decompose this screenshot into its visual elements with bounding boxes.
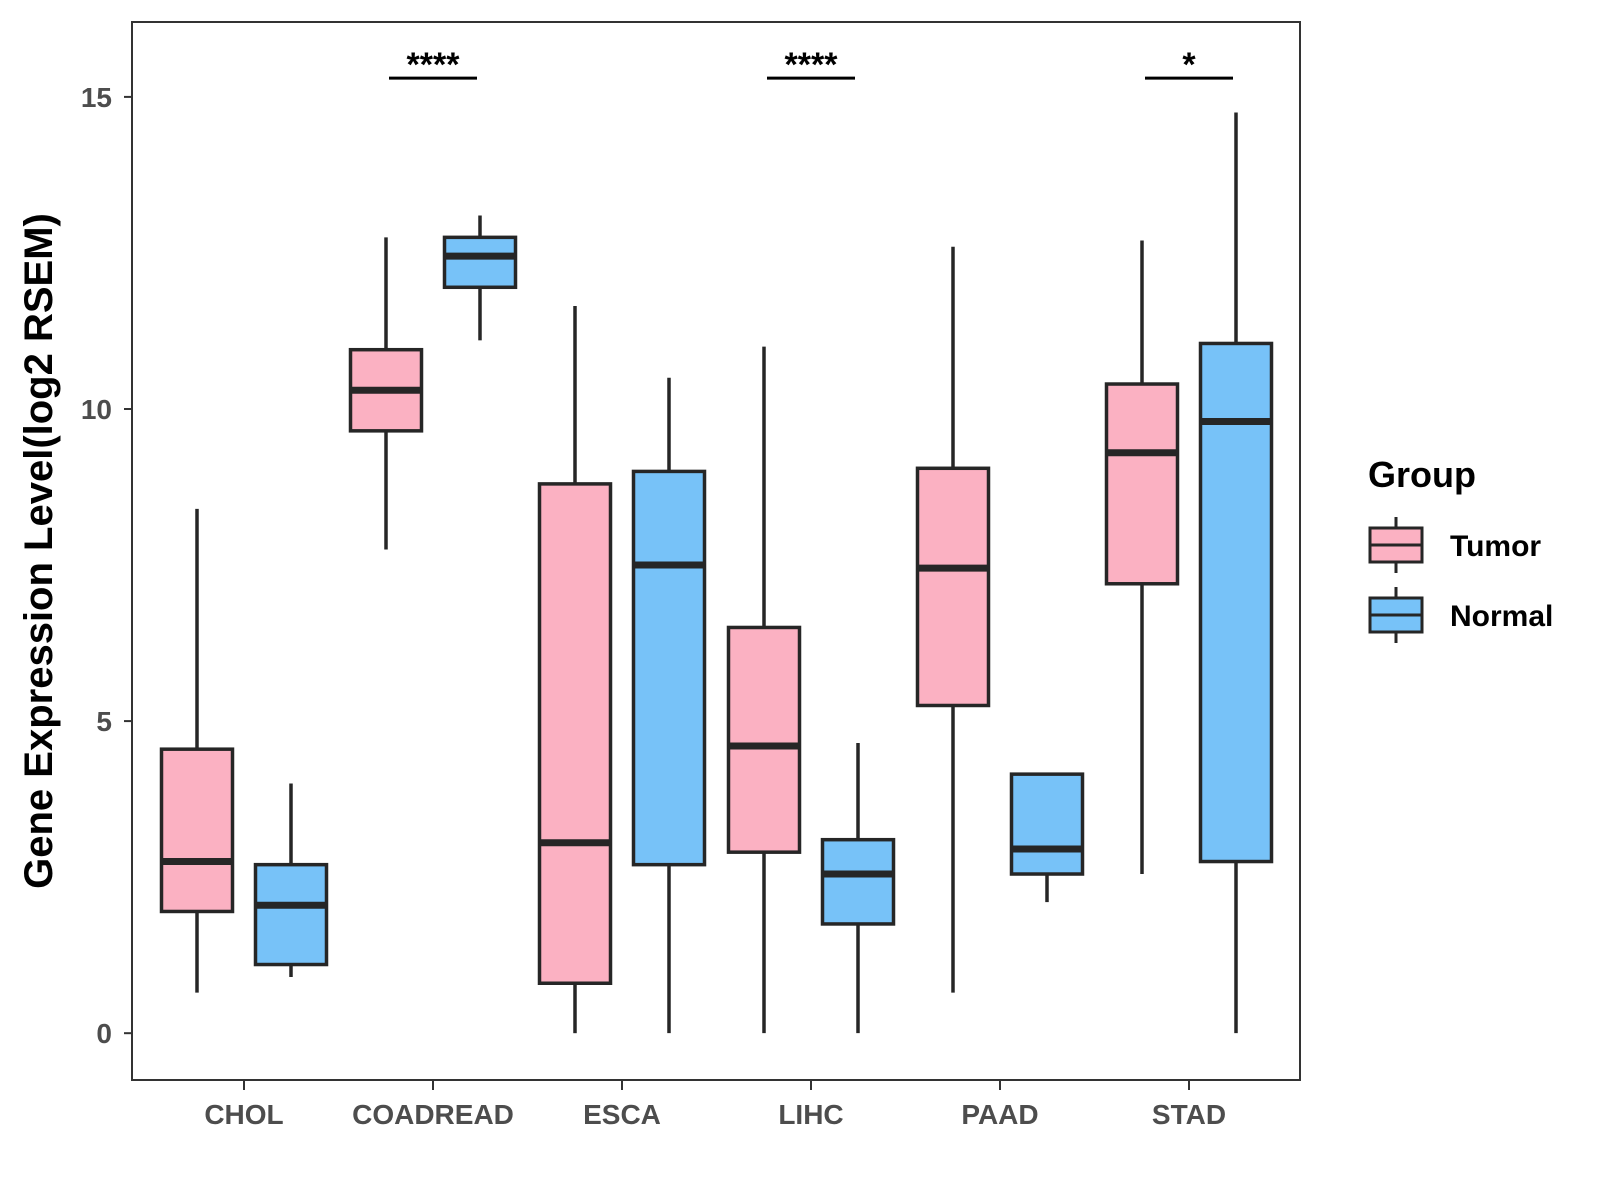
box-body-tumor-paad	[915, 466, 991, 708]
chart-marks: **** **** *	[159, 46, 1274, 1034]
x-tick-label-lihc: LIHC	[778, 1099, 843, 1130]
box-body-tumor-chol	[159, 747, 235, 914]
x-tick-label-esca: ESCA	[583, 1099, 661, 1130]
box-body-normal-stad	[1198, 341, 1274, 864]
x-tick-label-stad: STAD	[1152, 1099, 1226, 1130]
chart-axes: 0 5 10 15 CHOL COADREAD ESCA LIHC PAAD STAD	[81, 82, 1226, 1130]
box-body-normal-esca	[631, 469, 707, 867]
legend-label-normal: Normal	[1450, 600, 1553, 633]
y-tick-label-15: 15	[81, 82, 112, 113]
y-tick-label-0: 0	[96, 1018, 112, 1049]
significance-label-lihc: ****	[785, 46, 839, 84]
significance-label-coadread: ****	[407, 46, 461, 84]
box-body-tumor-stad	[1104, 382, 1180, 586]
box-normal-lihc	[820, 742, 896, 1034]
y-axis-title: Gene Expression Level(log2 RSEM)	[17, 213, 61, 889]
box-normal-paad	[1009, 772, 1085, 903]
box-body-tumor-esca	[537, 482, 613, 986]
legend: Group Tumor Normal	[1368, 454, 1553, 643]
x-tick-label-chol: CHOL	[204, 1099, 283, 1130]
box-body-normal-paad	[1009, 772, 1085, 876]
box-body-normal-chol	[253, 862, 329, 967]
box-tumor-lihc	[726, 346, 802, 1034]
legend-label-tumor: Tumor	[1450, 530, 1541, 563]
legend-title: Group	[1368, 454, 1476, 495]
box-normal-chol	[253, 783, 329, 978]
box-tumor-coadread	[348, 237, 424, 550]
legend-item-normal: Normal	[1368, 587, 1553, 643]
box-tumor-paad	[915, 246, 991, 993]
box-tumor-stad	[1104, 240, 1180, 875]
box-normal-coadread	[442, 215, 518, 341]
box-body-tumor-lihc	[726, 625, 802, 854]
significance-label-stad: *	[1182, 46, 1196, 84]
box-body-normal-lihc	[820, 837, 896, 926]
legend-item-tumor: Tumor	[1368, 517, 1541, 573]
box-tumor-esca	[537, 306, 613, 1034]
box-tumor-chol	[159, 508, 235, 993]
x-tick-label-paad: PAAD	[961, 1099, 1038, 1130]
box-normal-stad	[1198, 112, 1274, 1034]
box-body-normal-coadread	[442, 235, 518, 290]
box-normal-esca	[631, 377, 707, 1034]
y-tick-label-10: 10	[81, 394, 112, 425]
y-tick-label-5: 5	[96, 706, 112, 737]
x-tick-label-coadread: COADREAD	[352, 1099, 514, 1130]
